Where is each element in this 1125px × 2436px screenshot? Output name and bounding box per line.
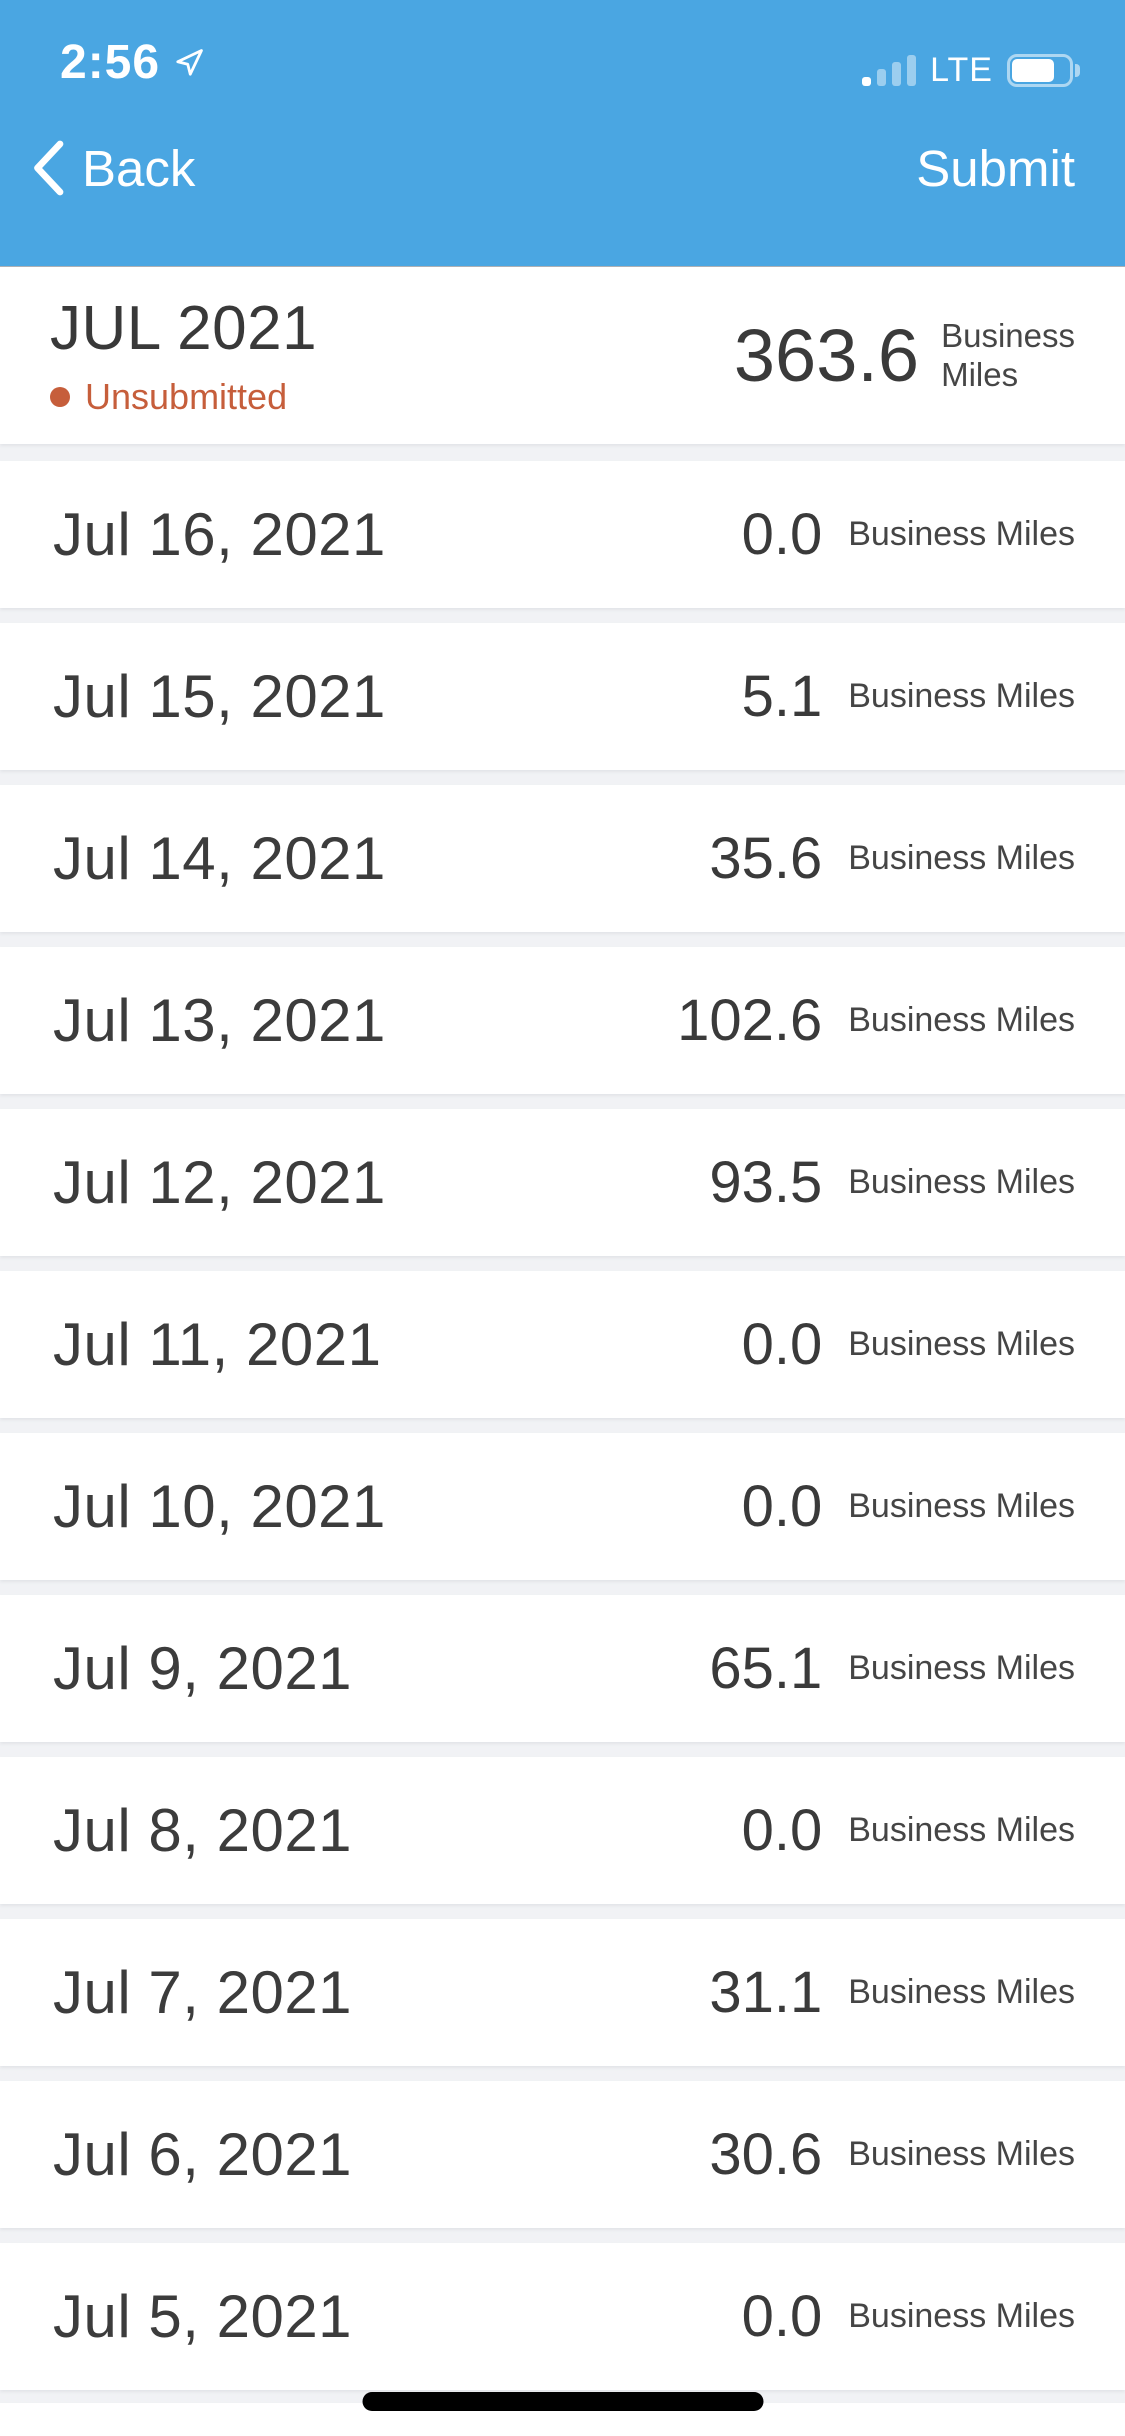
month-summary-card: JUL 2021 Unsubmitted 363.6 Business Mile…	[0, 266, 1125, 444]
month-status-label: Unsubmitted	[85, 375, 288, 417]
month-total-unit-line2: Miles	[941, 356, 1019, 393]
home-indicator[interactable]	[362, 2392, 763, 2411]
day-row-unit-label: Business Miles	[848, 2297, 1075, 2335]
submit-button-label: Submit	[916, 139, 1075, 197]
back-button[interactable]: Back	[30, 138, 195, 198]
month-summary-left: JUL 2021 Unsubmitted	[50, 293, 317, 418]
day-row-metric: 35.6 Business Miles	[709, 825, 1075, 892]
day-row-value: 65.1	[709, 1636, 823, 1701]
back-button-label: Back	[82, 139, 196, 197]
day-row-value: 0.0	[741, 1312, 823, 1377]
day-list: Jul 16, 2021 0.0 Business Miles Jul 15, …	[0, 461, 1125, 2405]
day-row-date: Jul 8, 2021	[53, 1797, 353, 1864]
day-row-value: 102.6	[677, 988, 823, 1053]
day-row-value: 0.0	[741, 502, 823, 567]
day-row-metric: 93.5 Business Miles	[709, 1149, 1075, 1216]
day-row-metric: 31.1 Business Miles	[709, 1959, 1075, 2026]
day-row[interactable]: Jul 10, 2021 0.0 Business Miles	[0, 1433, 1125, 1580]
day-row-metric: 0.0 Business Miles	[742, 1473, 1075, 1540]
day-row-date: Jul 10, 2021	[53, 1473, 386, 1540]
day-row-metric: 102.6 Business Miles	[677, 987, 1075, 1054]
day-row-date: Jul 13, 2021	[53, 987, 386, 1054]
day-row-metric: 0.0 Business Miles	[742, 2283, 1075, 2350]
day-row[interactable]: Jul 15, 2021 5.1 Business Miles	[0, 623, 1125, 770]
day-row-metric: 30.6 Business Miles	[709, 2121, 1075, 2188]
month-total-metric: 363.6 Business Miles	[734, 313, 1075, 398]
submit-button[interactable]: Submit	[916, 139, 1075, 198]
day-row-date: Jul 5, 2021	[53, 2283, 353, 2350]
day-row-date: Jul 6, 2021	[53, 2121, 353, 2188]
day-row-metric: 65.1 Business Miles	[709, 1635, 1075, 1702]
unsubmitted-status-dot-icon	[50, 386, 70, 407]
day-row-date: Jul 7, 2021	[53, 1959, 353, 2026]
day-row-metric: 0.0 Business Miles	[742, 1311, 1075, 1378]
day-row[interactable]: Jul 7, 2021 31.1 Business Miles	[0, 1919, 1125, 2066]
day-row-value: 0.0	[741, 1798, 823, 1863]
month-title: JUL 2021	[50, 293, 318, 363]
day-row-date: Jul 9, 2021	[53, 1635, 353, 1702]
day-row-unit-label: Business Miles	[848, 515, 1075, 553]
day-row[interactable]: Jul 5, 2021 0.0 Business Miles	[0, 2243, 1125, 2390]
day-row[interactable]: Jul 13, 2021 102.6 Business Miles	[0, 947, 1125, 1094]
day-row-unit-label: Business Miles	[848, 1487, 1075, 1525]
location-services-icon	[174, 48, 204, 78]
day-row-unit-label: Business Miles	[848, 1163, 1075, 1201]
day-row-unit-label: Business Miles	[848, 2135, 1075, 2173]
day-row[interactable]: Jul 6, 2021 30.6 Business Miles	[0, 2081, 1125, 2228]
day-row-date: Jul 16, 2021	[53, 501, 386, 568]
day-row-metric: 0.0 Business Miles	[742, 1797, 1075, 1864]
day-row-unit-label: Business Miles	[848, 1649, 1075, 1687]
app-header: 2:56 LTE	[0, 0, 1125, 266]
month-total-unit-line1: Business	[941, 317, 1075, 354]
day-row[interactable]: Jul 9, 2021 65.1 Business Miles	[0, 1595, 1125, 1742]
month-total-value: 363.6	[733, 313, 920, 397]
day-row-unit-label: Business Miles	[848, 1325, 1075, 1363]
day-row-value: 5.1	[741, 664, 823, 729]
day-row-value: 0.0	[741, 2284, 823, 2349]
day-row-metric: 5.1 Business Miles	[742, 663, 1075, 730]
status-left: 2:56	[60, 35, 204, 90]
day-row-value: 0.0	[741, 1474, 823, 1539]
cellular-signal-icon	[862, 54, 917, 88]
day-row-date: Jul 15, 2021	[53, 663, 386, 730]
status-right: LTE	[862, 51, 1081, 90]
nav-bar: Back Submit	[0, 100, 1125, 266]
day-row-unit-label: Business Miles	[848, 1001, 1075, 1039]
month-status: Unsubmitted	[50, 376, 317, 418]
day-row-unit-label: Business Miles	[848, 839, 1075, 877]
day-row-value: 35.6	[709, 826, 823, 891]
day-row-date: Jul 11, 2021	[53, 1311, 382, 1378]
network-type-label: LTE	[930, 51, 993, 89]
day-row[interactable]: Jul 12, 2021 93.5 Business Miles	[0, 1109, 1125, 1256]
day-row-unit-label: Business Miles	[848, 1811, 1075, 1849]
day-row[interactable]: Jul 16, 2021 0.0 Business Miles	[0, 461, 1125, 608]
day-row-metric: 0.0 Business Miles	[742, 501, 1075, 568]
day-row-unit-label: Business Miles	[848, 1973, 1075, 2011]
battery-icon	[1007, 54, 1080, 87]
day-row-date: Jul 12, 2021	[53, 1149, 386, 1216]
month-total-unit: Business Miles	[941, 316, 1075, 394]
day-row[interactable]: Jul 11, 2021 0.0 Business Miles	[0, 1271, 1125, 1418]
day-row-value: 31.1	[709, 1960, 823, 2025]
chevron-left-icon	[30, 138, 66, 198]
day-row-value: 93.5	[709, 1150, 823, 1215]
day-row-date: Jul 14, 2021	[53, 825, 386, 892]
day-row[interactable]: Jul 8, 2021 0.0 Business Miles	[0, 1757, 1125, 1904]
day-row-value: 30.6	[709, 2122, 823, 2187]
day-row-unit-label: Business Miles	[848, 677, 1075, 715]
day-row[interactable]: Jul 14, 2021 35.6 Business Miles	[0, 785, 1125, 932]
status-bar: 2:56 LTE	[0, 0, 1125, 100]
clock-time: 2:56	[60, 36, 161, 89]
